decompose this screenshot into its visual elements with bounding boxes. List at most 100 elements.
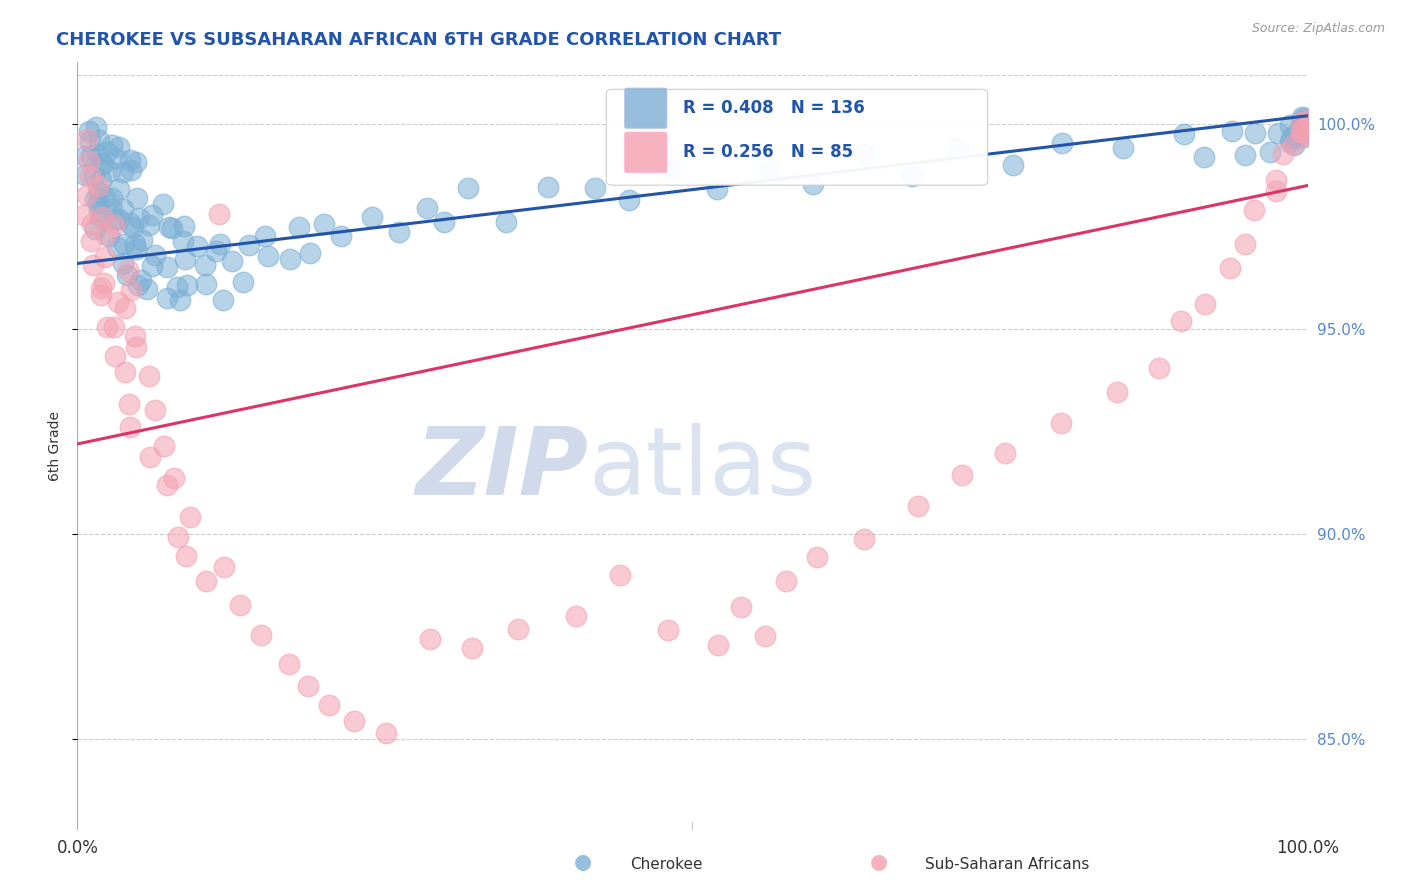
Point bbox=[609, 567, 631, 582]
Point bbox=[83, 169, 105, 184]
Point bbox=[360, 211, 382, 225]
Point bbox=[1284, 136, 1306, 151]
Point bbox=[105, 240, 128, 254]
Point bbox=[298, 245, 321, 260]
Point bbox=[1294, 111, 1316, 125]
Point bbox=[1295, 127, 1317, 141]
Point bbox=[77, 124, 100, 138]
Point bbox=[1299, 118, 1322, 132]
Point bbox=[90, 281, 112, 295]
Point bbox=[93, 277, 115, 291]
Point bbox=[1291, 110, 1313, 124]
Point bbox=[111, 202, 134, 216]
Point bbox=[75, 149, 97, 163]
Point bbox=[852, 147, 875, 161]
Point bbox=[84, 120, 107, 134]
Point bbox=[172, 235, 194, 249]
Point bbox=[174, 549, 197, 564]
Point bbox=[157, 220, 180, 235]
Y-axis label: 6th Grade: 6th Grade bbox=[48, 411, 62, 481]
Point bbox=[186, 238, 208, 252]
Point bbox=[82, 258, 104, 272]
Point bbox=[212, 560, 235, 574]
Point bbox=[754, 629, 776, 643]
Point bbox=[208, 207, 231, 221]
Text: R = 0.408   N = 136: R = 0.408 N = 136 bbox=[683, 99, 865, 117]
Point bbox=[1278, 136, 1301, 150]
Point bbox=[1296, 118, 1319, 132]
Point bbox=[179, 510, 201, 524]
Point bbox=[108, 212, 131, 227]
Point bbox=[125, 155, 148, 169]
Point bbox=[124, 237, 146, 252]
Point bbox=[173, 219, 195, 234]
Text: Cherokee: Cherokee bbox=[630, 857, 703, 872]
Point bbox=[107, 295, 129, 310]
Point bbox=[617, 193, 640, 207]
Point bbox=[1296, 123, 1319, 137]
Point bbox=[1219, 261, 1241, 276]
Text: CHEROKEE VS SUBSAHARAN AFRICAN 6TH GRADE CORRELATION CHART: CHEROKEE VS SUBSAHARAN AFRICAN 6TH GRADE… bbox=[56, 31, 782, 49]
Point bbox=[1299, 120, 1322, 135]
Point bbox=[1292, 118, 1315, 132]
Point bbox=[128, 211, 150, 225]
Point bbox=[946, 141, 969, 155]
Point bbox=[375, 725, 398, 739]
Point bbox=[343, 714, 366, 729]
Point bbox=[160, 220, 183, 235]
Point bbox=[1233, 237, 1256, 252]
Point bbox=[163, 471, 186, 485]
Point bbox=[75, 168, 97, 182]
Point bbox=[103, 218, 125, 232]
Point bbox=[98, 229, 121, 244]
Point bbox=[1220, 124, 1243, 138]
Point bbox=[1302, 123, 1324, 137]
Point bbox=[1265, 184, 1288, 198]
Point bbox=[209, 237, 232, 252]
Point bbox=[221, 254, 243, 268]
FancyBboxPatch shape bbox=[606, 89, 988, 186]
Point bbox=[1303, 120, 1326, 134]
Point bbox=[101, 191, 124, 205]
Point bbox=[93, 189, 115, 203]
Point bbox=[1243, 202, 1265, 217]
Point bbox=[101, 138, 124, 153]
Point bbox=[657, 623, 679, 637]
FancyBboxPatch shape bbox=[624, 132, 666, 172]
Point bbox=[433, 215, 456, 229]
Point bbox=[118, 153, 141, 168]
Point bbox=[127, 278, 149, 293]
Point bbox=[1170, 314, 1192, 328]
Point bbox=[329, 228, 352, 243]
Point bbox=[658, 161, 681, 176]
Point bbox=[205, 244, 228, 258]
Point bbox=[118, 216, 141, 230]
Point bbox=[90, 173, 112, 187]
Point bbox=[419, 632, 441, 646]
Point bbox=[104, 211, 127, 226]
Point bbox=[457, 181, 479, 195]
Point bbox=[1279, 131, 1302, 145]
Point bbox=[950, 467, 973, 482]
Point bbox=[278, 252, 301, 266]
Point bbox=[1173, 127, 1195, 141]
Point bbox=[229, 598, 252, 612]
Point bbox=[1258, 145, 1281, 159]
Point bbox=[1294, 121, 1316, 136]
Point bbox=[96, 320, 118, 334]
Point bbox=[117, 263, 139, 277]
Point bbox=[901, 169, 924, 184]
Point bbox=[1305, 117, 1327, 131]
Point bbox=[152, 439, 174, 453]
Point bbox=[1298, 116, 1320, 130]
Point bbox=[87, 204, 110, 219]
Point bbox=[143, 403, 166, 417]
Point bbox=[759, 162, 782, 177]
Text: Source: ZipAtlas.com: Source: ZipAtlas.com bbox=[1251, 22, 1385, 36]
Point bbox=[114, 366, 136, 380]
Point bbox=[138, 450, 160, 465]
Point bbox=[730, 599, 752, 614]
Point bbox=[1264, 172, 1286, 186]
Point bbox=[1194, 296, 1216, 310]
Point bbox=[1192, 150, 1215, 164]
